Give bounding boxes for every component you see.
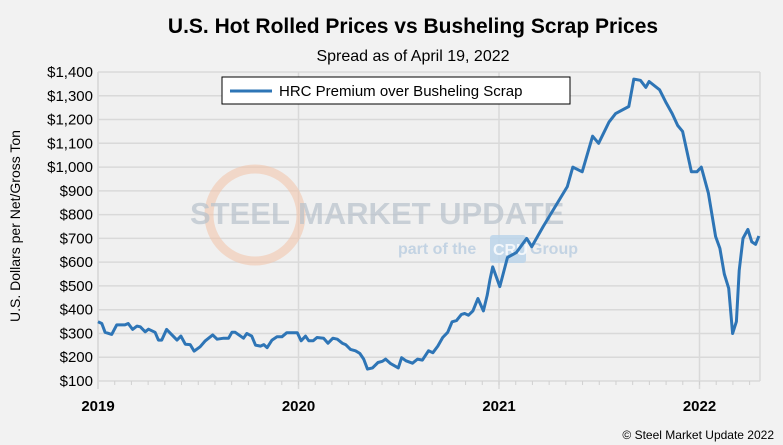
y-tick-label: $200 [60,349,93,366]
series-line [97,77,761,371]
watermark-tagline-pre: part of the [398,241,476,258]
copyright: © Steel Market Update 2022 [622,428,774,442]
y-tick-label: $1,200 [47,112,93,129]
y-tick-label: $1,400 [47,64,93,81]
axes: $100 $200 $300 $400 $500 $600 $700 $800 $900 $1,0… [47,64,751,415]
y-tick-label: $300 [60,325,93,342]
y-tick-label: $600 [60,254,93,271]
x-tick-label: 2020 [282,398,315,415]
watermark-brand: STEEL MARKET UPDATE [190,196,564,231]
x-tick-label: 2021 [482,398,515,415]
chart-subtitle: Spread as of April 19, 2022 [316,48,509,65]
chart-title: U.S. Hot Rolled Prices vs Busheling Scra… [168,15,658,38]
watermark-logo-icon [204,164,306,266]
x-tick-label: 2022 [683,398,716,415]
y-tick-label: $500 [60,278,93,295]
watermark: STEEL MARKET UPDATE part of the CRU Grou… [190,164,578,266]
y-axis-label: U.S. Dollars per Net/Gross Ton [7,130,23,322]
watermark-cru: CRU [493,242,528,259]
y-tick-label: $1,000 [47,159,93,176]
y-tick-label: $700 [60,230,93,247]
y-tick-label: $100 [60,373,93,390]
y-tick-label: $1,300 [47,88,93,105]
y-tick-label: $400 [60,302,93,319]
series-layer [97,77,761,371]
y-tick-label: $1,100 [47,135,93,152]
legend-box [221,76,571,105]
legend-label: HRC Premium over Busheling Scrap [279,83,522,100]
y-tick-label: $800 [60,207,93,224]
watermark-cru-box [490,235,526,263]
watermark-tagline-post: Group [530,241,578,258]
x-tick-label: 2019 [81,398,114,415]
y-tick-label: $900 [60,183,93,200]
legend: HRC Premium over Busheling Scrap [221,76,571,105]
